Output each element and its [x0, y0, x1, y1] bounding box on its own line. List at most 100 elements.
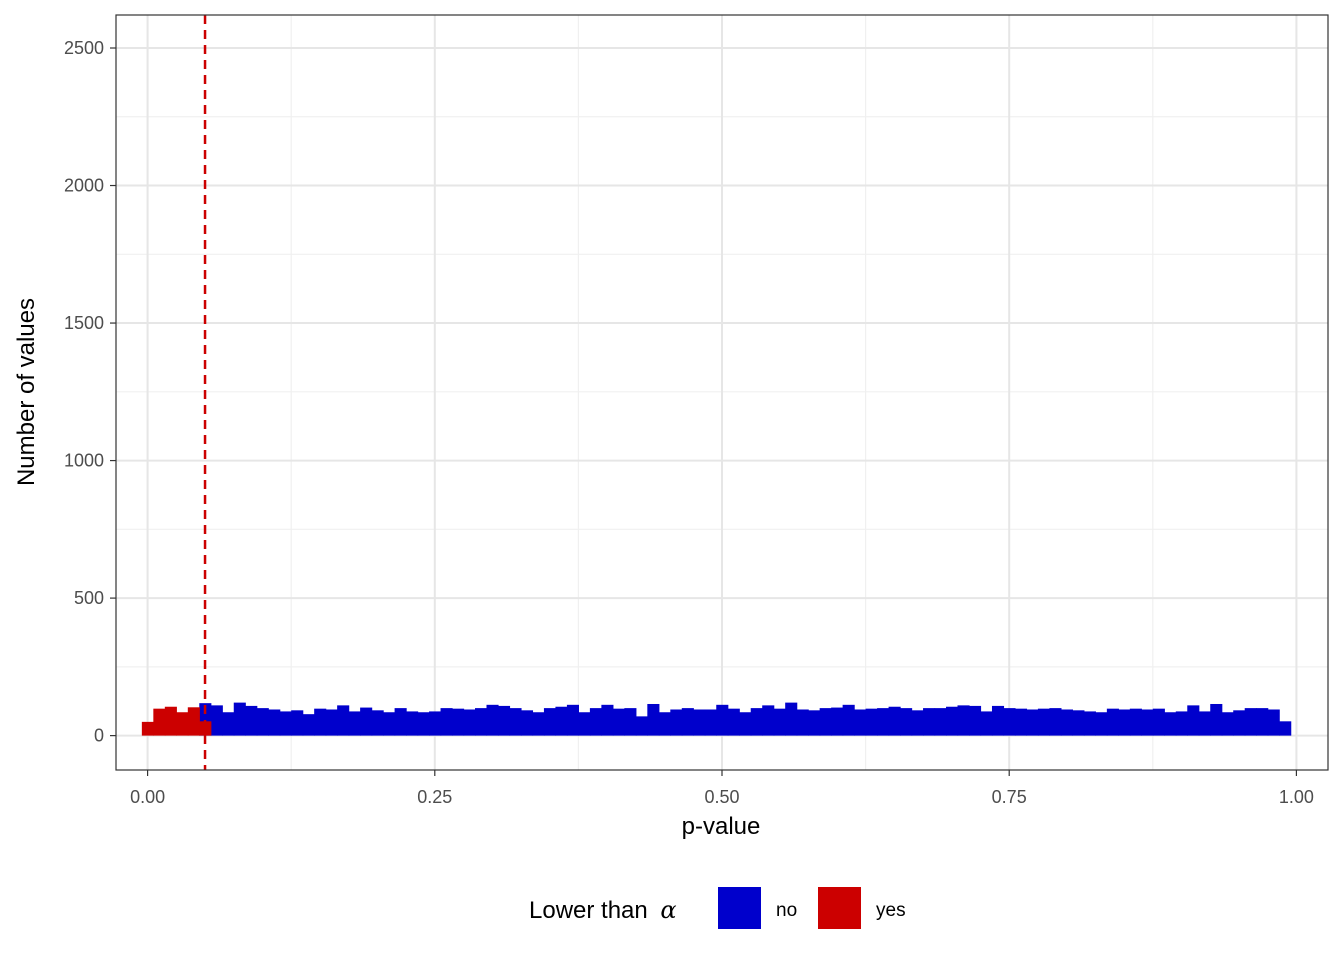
histogram-bar-no — [819, 708, 832, 736]
x-tick-label: 0.50 — [704, 787, 739, 807]
histogram-bar-no — [1256, 708, 1269, 736]
y-axis-title: Number of values — [13, 298, 40, 486]
histogram-bar-no — [233, 702, 246, 736]
histogram-bar-no — [968, 705, 982, 736]
histogram-bar-no — [1267, 709, 1280, 736]
histogram-bar-no — [670, 709, 683, 736]
histogram-bar-yes — [187, 707, 200, 736]
histogram-bar-no — [566, 704, 579, 736]
histogram-bar-no — [1210, 703, 1223, 736]
legend-title-text: Lower than — [529, 897, 648, 924]
legend-key-no — [718, 887, 761, 929]
histogram-bar-no — [371, 710, 384, 736]
histogram-bar-no — [773, 708, 786, 736]
histogram-bar-no — [1152, 708, 1165, 736]
y-tick-label: 2500 — [64, 38, 104, 58]
histogram-bar-no — [1244, 708, 1257, 736]
histogram-bar-no — [383, 712, 396, 736]
histogram-bar-no — [681, 708, 694, 736]
histogram-bar-no — [624, 708, 637, 736]
histogram-bar-no — [1037, 708, 1051, 736]
histogram-bar-no — [1279, 721, 1292, 736]
x-axis-title: p-value — [682, 813, 761, 840]
histogram-bar-no — [911, 710, 924, 736]
grid — [116, 15, 1328, 770]
histogram-bar-no — [394, 708, 407, 736]
histogram-bar-no — [1072, 710, 1085, 736]
histogram-bar-no — [1118, 709, 1131, 736]
histogram-bar-no — [888, 706, 901, 736]
histogram-bar-no — [716, 704, 729, 736]
histogram-bar-no — [923, 708, 936, 736]
histogram-bar-no — [1164, 712, 1177, 736]
legend: Lower than α no yes — [529, 887, 906, 929]
histogram-bar-yes — [153, 708, 166, 736]
histogram-bar-no — [854, 709, 867, 736]
histogram-bar-no — [808, 710, 821, 736]
y-tick-label: 500 — [74, 588, 104, 608]
histogram-bar-yes — [164, 706, 177, 736]
histogram-bar-no — [268, 709, 281, 736]
legend-title-alpha: α — [660, 896, 676, 924]
x-tick-label: 0.75 — [992, 787, 1027, 807]
histogram-bar-no — [279, 711, 292, 736]
axis-ticks: 0.00 0.25 0.50 0.75 1.00 0 500 1000 1500 2000 2500 — [64, 38, 1314, 807]
histogram-bar-no — [980, 711, 993, 736]
histogram-bar-no — [452, 708, 465, 736]
histogram-bar-no — [704, 709, 717, 736]
histogram-bar-no — [1221, 712, 1234, 736]
histogram-bar-no — [302, 714, 315, 736]
histogram-bar-no — [1198, 711, 1211, 736]
histogram-bar-no — [1175, 711, 1188, 736]
histogram-bar-no — [612, 708, 625, 736]
histogram-bar-no — [762, 705, 775, 736]
y-tick-label: 1500 — [64, 313, 104, 333]
x-tick-label: 1.00 — [1279, 787, 1314, 807]
histogram-bar-no — [429, 711, 442, 736]
histogram-bar-no — [245, 705, 258, 736]
bars — [141, 702, 1292, 736]
y-tick-label: 2000 — [64, 176, 104, 196]
histogram-bar-no — [693, 709, 706, 736]
histogram-bar-no — [291, 710, 304, 736]
histogram-bar-no — [796, 709, 809, 736]
histogram-bar-no — [635, 716, 648, 736]
x-tick-label: 0.00 — [130, 787, 165, 807]
histogram-bar-no — [1049, 708, 1062, 736]
histogram-bar-no — [463, 709, 476, 736]
histogram-bar-no — [1003, 708, 1016, 736]
histogram-bar-no — [727, 708, 740, 736]
histogram-bar-yes — [141, 721, 154, 736]
legend-label-no: no — [776, 900, 797, 921]
legend-title: Lower than α — [529, 896, 677, 924]
histogram-bar-no — [1129, 708, 1142, 736]
histogram-bar-no — [222, 712, 235, 736]
histogram-bar-no — [440, 708, 453, 736]
histogram-bar-no — [877, 708, 890, 736]
histogram-bar-no — [348, 711, 361, 736]
histogram-bar-no — [256, 708, 269, 736]
histogram-bar-no — [486, 704, 499, 736]
histogram-bar-no — [865, 708, 878, 736]
histogram-bar-no — [831, 707, 844, 736]
histogram-bar-no — [520, 710, 534, 736]
histogram-bar-no — [1060, 709, 1073, 736]
histogram-bar-no — [543, 708, 557, 736]
histogram-bar-no — [1026, 709, 1039, 736]
histogram-bar-no — [1141, 709, 1154, 736]
histogram-bar-yes — [176, 712, 189, 736]
histogram-bar-no — [1083, 711, 1096, 736]
histogram-bar-no — [210, 705, 223, 736]
y-tick-label: 1000 — [64, 451, 104, 471]
histogram-bar-no — [497, 705, 511, 736]
histogram-bar-no — [1187, 705, 1200, 736]
histogram-bar-no — [337, 705, 350, 736]
histogram-bar-no — [325, 709, 338, 736]
legend-key-yes — [818, 887, 861, 929]
histogram-bar-no — [934, 708, 947, 736]
histogram-bar-no — [1014, 708, 1028, 736]
histogram-bar-no — [475, 708, 488, 736]
histogram-bar-no — [750, 708, 763, 736]
